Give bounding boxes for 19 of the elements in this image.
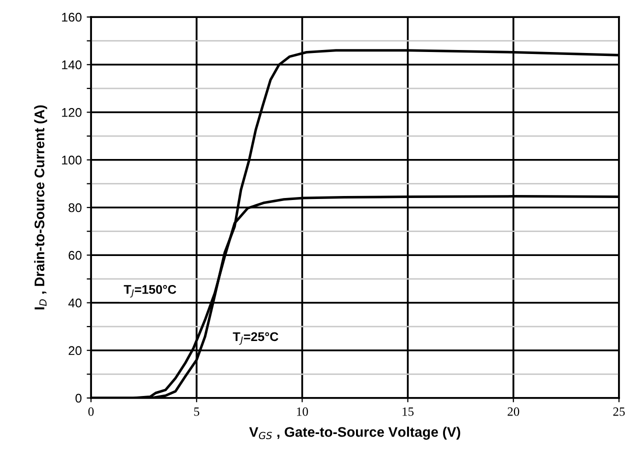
x-tick-label: 5 [194, 408, 200, 416]
y-tick-label: 100 [62, 156, 82, 165]
y-tick-label: 80 [68, 203, 82, 212]
y-tick-label: 20 [68, 346, 82, 356]
y-tick-label: 40 [68, 298, 82, 308]
x-tick-label: 0 [88, 407, 94, 416]
x-tick-label: 10 [297, 407, 308, 416]
x-tick-label: 25 [613, 407, 625, 416]
y-tick-label: 60 [68, 250, 82, 260]
y-axis-title: I$_{D}$ , Drain-to-Source Current (A) [34, 105, 48, 310]
y-tick-label: 160 [62, 12, 82, 22]
y-tick-label: 0 [76, 394, 82, 403]
annotation: T$_{J}$=150°C [124, 285, 176, 298]
y-tick-label: 120 [62, 108, 82, 117]
annotation: T$_{J}$=25°C [232, 332, 278, 345]
x-axis-title: V$_{GS}$ , Gate-to-Source Voltage (V) [249, 426, 460, 440]
x-tick-label: 20 [508, 407, 520, 416]
x-tick-label: 15 [402, 407, 414, 416]
y-tick-label: 140 [62, 60, 82, 70]
